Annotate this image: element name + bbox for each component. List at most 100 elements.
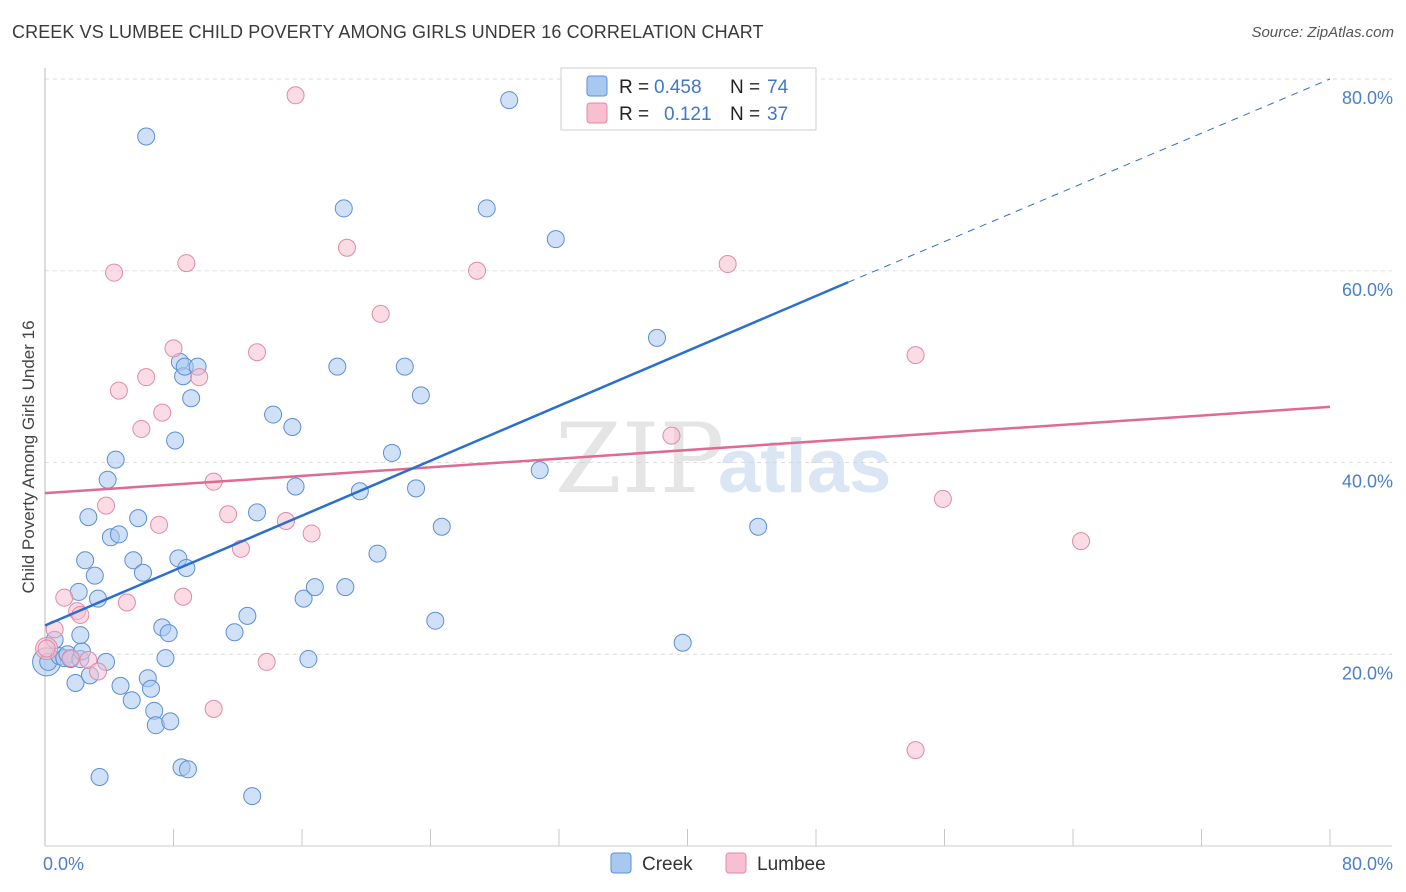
lumbee-point	[718, 255, 737, 274]
creek-point	[411, 386, 430, 405]
legend-lumbee-swatch	[586, 102, 608, 124]
creek-point	[530, 461, 549, 480]
watermark-zip: ZIP	[555, 403, 724, 515]
x-tick-marks	[173, 829, 1331, 846]
creek-point	[137, 127, 156, 146]
creek-point	[299, 650, 318, 669]
lumbee-point	[286, 86, 305, 105]
creek-point	[238, 606, 257, 625]
lumbee-point	[61, 649, 80, 668]
legend-lumbee-r-label: R =	[619, 104, 649, 125]
creek-point	[368, 544, 387, 563]
creek-point	[178, 760, 197, 779]
creek-trend-extension	[847, 78, 1331, 283]
bottom-legend-lumbee-swatch	[725, 852, 747, 874]
bottom-legend-creek-swatch	[610, 852, 632, 874]
legend-creek-r-value: 0.458	[654, 77, 702, 98]
lumbee-point	[662, 426, 681, 445]
bottom-legend-lumbee-label: Lumbee	[757, 854, 826, 875]
creek-point	[133, 563, 152, 582]
lumbee-point	[132, 419, 151, 438]
lumbee-point	[257, 652, 276, 671]
lumbee-point	[906, 741, 925, 760]
creek-point	[109, 525, 128, 544]
legend-lumbee-n-label: N =	[730, 104, 760, 125]
creek-point	[283, 418, 302, 437]
x-tick-label-min: 0.0%	[43, 854, 84, 874]
creek-point	[395, 357, 414, 376]
creek-point	[129, 509, 148, 528]
y-tick-label: 80.0%	[1342, 88, 1393, 108]
creek-point	[161, 712, 180, 731]
lumbee-trend-line	[44, 405, 1331, 495]
legend-lumbee-r-value: 0.121	[664, 104, 712, 125]
creek-point	[294, 589, 313, 608]
creek-point	[76, 551, 95, 570]
creek-point	[647, 328, 666, 347]
y-axis-label: Child Poverty Among Girls Under 16	[19, 320, 38, 593]
lumbee-point	[468, 261, 487, 280]
creek-point	[432, 517, 451, 536]
creek-point	[243, 787, 262, 806]
y-tick-label: 40.0%	[1342, 472, 1393, 492]
creek-point	[477, 199, 496, 218]
watermark-atlas: atlas	[718, 424, 891, 509]
lumbee-point	[337, 238, 356, 257]
creek-point	[248, 503, 267, 522]
creek-point	[426, 611, 445, 630]
creek-point	[66, 674, 85, 693]
creek-point	[334, 199, 353, 218]
lumbee-point	[906, 346, 925, 365]
legend-creek-n-label: N =	[730, 77, 760, 98]
lumbee-point	[371, 304, 390, 323]
lumbee-point	[55, 588, 74, 607]
legend-creek-swatch	[586, 75, 608, 97]
creek-point	[382, 443, 401, 462]
creek-point	[673, 633, 692, 652]
zipatlas-watermark: ZIP atlas	[555, 403, 891, 515]
creek-point	[305, 578, 324, 597]
creek-point	[98, 470, 117, 489]
lumbee-point	[204, 699, 223, 718]
lumbee-point	[97, 496, 116, 515]
lumbee-point	[190, 368, 209, 387]
series-legend: Creek Lumbee	[610, 852, 826, 875]
lumbee-point	[150, 515, 169, 534]
legend-creek-n-value: 74	[767, 77, 789, 98]
creek-point	[159, 624, 178, 643]
bottom-legend-creek-label: Creek	[642, 854, 693, 875]
lumbee-point	[933, 489, 952, 508]
lumbee-point	[219, 505, 238, 524]
creek-point	[264, 405, 283, 424]
lumbee-point	[109, 381, 128, 400]
creek-point	[156, 649, 175, 668]
gridlines	[45, 78, 1392, 655]
creek-point	[225, 623, 244, 642]
creek-point	[546, 230, 565, 249]
creek-point	[111, 676, 130, 695]
lumbee-point	[174, 587, 193, 606]
trend-lines	[44, 78, 1331, 627]
creek-point	[166, 431, 185, 450]
lumbee-point	[137, 368, 156, 387]
creek-point	[79, 508, 98, 527]
y-tick-labels: 20.0% 40.0% 60.0% 80.0%	[1342, 88, 1393, 683]
creek-point	[71, 626, 90, 645]
creek-point	[85, 566, 104, 585]
creek-point	[749, 517, 768, 536]
lumbee-point	[248, 343, 267, 362]
creek-point	[407, 479, 426, 498]
stats-legend: R = 0.458 N = 74 R = 0.121 N = 37	[560, 67, 817, 131]
creek-point	[142, 679, 161, 698]
y-tick-label: 20.0%	[1342, 663, 1393, 683]
creek-point	[328, 357, 347, 376]
axes	[44, 68, 1392, 847]
legend-creek-r-label: R =	[619, 77, 649, 98]
creek-point	[286, 477, 305, 496]
creek-point	[122, 691, 141, 710]
lumbee-point	[117, 593, 136, 612]
creek-point	[336, 578, 355, 597]
x-tick-label-max: 80.0%	[1342, 854, 1393, 874]
creek-point	[90, 767, 109, 786]
